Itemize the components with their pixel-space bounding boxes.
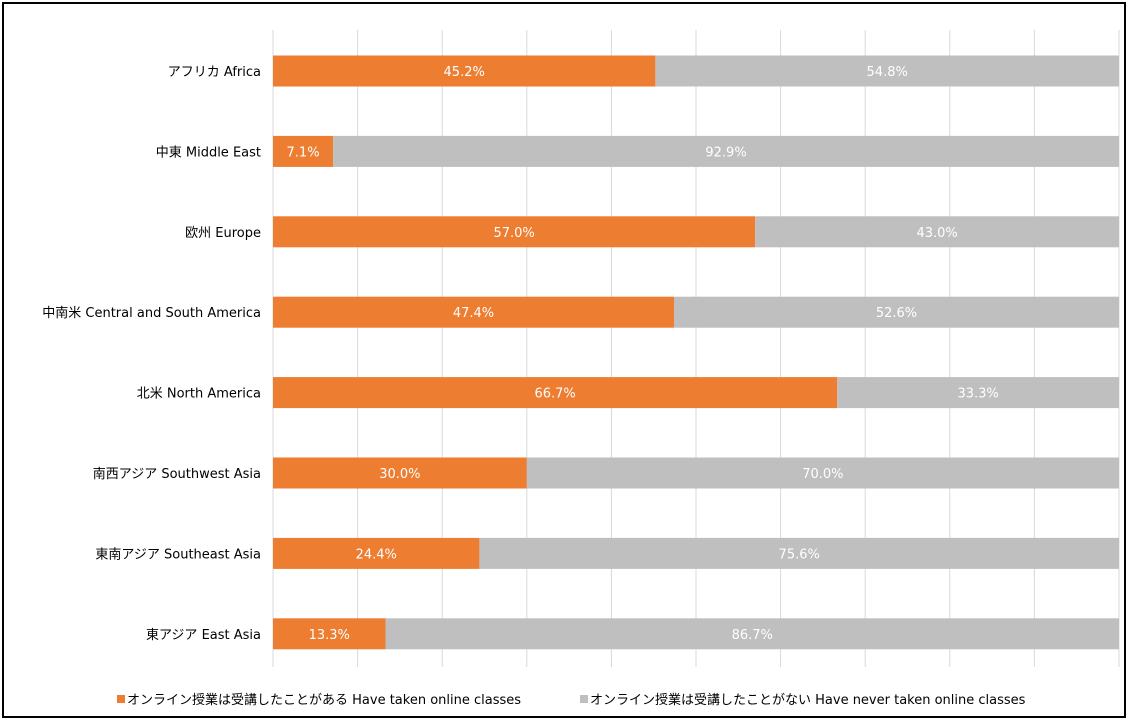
bar-taken (273, 296, 675, 328)
data-label-never-taken: 75.6% (779, 547, 820, 562)
data-label-taken: 13.3% (309, 628, 350, 643)
data-label-taken: 7.1% (287, 145, 320, 160)
data-label-taken: 24.4% (356, 547, 397, 562)
category-label: 欧州 Europe (185, 226, 261, 241)
bar-never-taken (755, 216, 1119, 248)
bar-never-taken (385, 618, 1119, 650)
bar-taken (273, 135, 334, 167)
category-label: 東南アジア Southeast Asia (95, 546, 261, 562)
data-label-never-taken: 52.6% (876, 306, 917, 321)
data-label-taken: 45.2% (444, 65, 485, 80)
category-label: アフリカ Africa (168, 65, 261, 80)
bar-taken (273, 618, 386, 650)
legend-swatch (117, 695, 125, 703)
category-label: 北米 North America (137, 387, 261, 402)
category-label: 中東 Middle East (156, 144, 261, 160)
bar-never-taken (674, 296, 1119, 328)
bar-taken (273, 216, 756, 248)
data-label-taken: 57.0% (493, 226, 534, 241)
data-label-taken: 30.0% (379, 467, 420, 482)
category-label: 東アジア East Asia (146, 627, 261, 643)
legend-label: オンライン授業は受講したことがない Have never taken onlin… (590, 692, 1026, 708)
bar-taken (273, 55, 656, 87)
data-label-never-taken: 70.0% (802, 467, 843, 482)
data-label-taken: 47.4% (453, 306, 494, 321)
data-label-never-taken: 43.0% (916, 226, 957, 241)
bar-taken (273, 377, 838, 409)
bar-never-taken (837, 377, 1119, 409)
category-label: 南西アジア Southwest Asia (93, 466, 261, 482)
bar-never-taken (655, 55, 1119, 87)
category-label: 中南米 Central and South America (42, 305, 261, 321)
bar-taken (273, 537, 480, 569)
legend-swatch (580, 695, 588, 703)
bar-never-taken (526, 457, 1119, 489)
bar-never-taken (333, 135, 1119, 167)
data-label-never-taken: 33.3% (957, 387, 998, 402)
bar-taken (273, 457, 527, 489)
data-label-never-taken: 86.7% (732, 628, 773, 643)
legend-label: オンライン授業は受講したことがある Have taken online clas… (127, 692, 521, 708)
data-label-never-taken: 92.9% (705, 145, 746, 160)
bar-never-taken (479, 537, 1119, 569)
data-label-taken: 66.7% (534, 387, 575, 402)
data-label-never-taken: 54.8% (867, 65, 908, 80)
